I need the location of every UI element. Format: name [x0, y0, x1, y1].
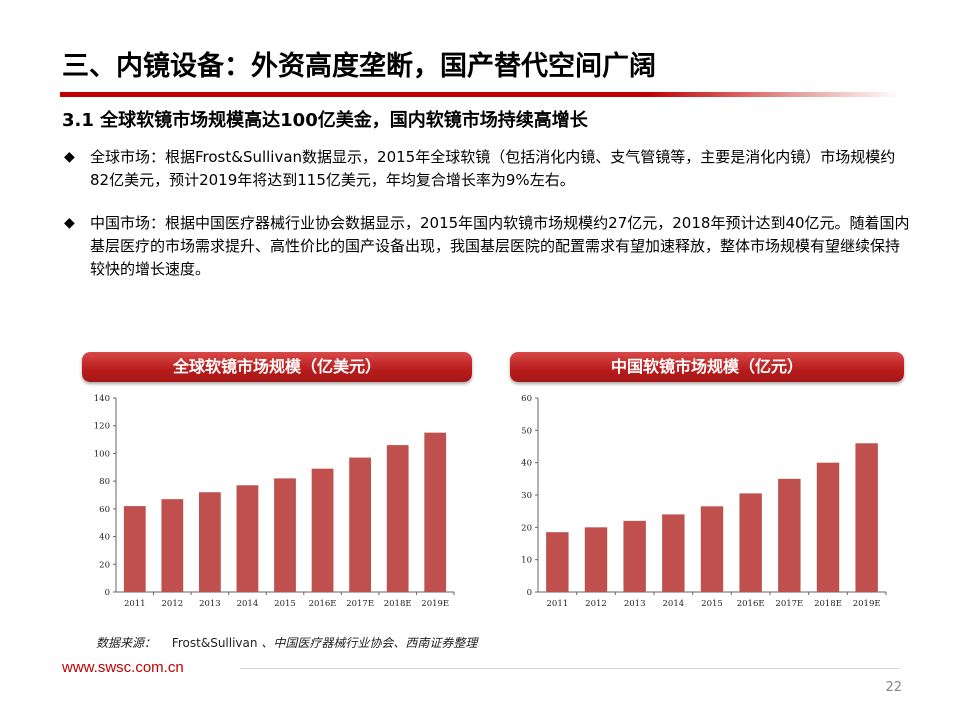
x-tick-label: 2015	[701, 599, 723, 609]
china-market-chart: 0 10 20 30 40 50 60 2011 2012 2013 2014 2015 2016E 20…	[510, 352, 904, 609]
x-tick-label: 2013	[624, 599, 646, 609]
y-tick-label: 40	[521, 459, 532, 469]
bullet-text: 中国市场：根据中国医疗器械行业协会数据显示，2015年国内软镜市场规模约27亿元…	[90, 214, 910, 278]
bar	[236, 485, 259, 592]
global-market-chart: 0 20 40 60 80 100 120 140 2011 2012 2013 2014 2015 20…	[82, 352, 472, 609]
x-tick-label: 2019E	[853, 599, 881, 609]
footer-divider	[240, 668, 900, 669]
bullet-global-market: ◆ 全球市场：根据Frost&Sullivan数据显示，2015年全球软镜（包括…	[64, 146, 914, 194]
china-chart-title: 中国软镜市场规模（亿元）	[510, 352, 904, 382]
bar	[424, 432, 447, 592]
y-tick-label: 60	[99, 505, 110, 515]
source-rest: 、中国医疗器械行业协会、西南证券整理	[261, 636, 478, 650]
y-tick-label: 80	[99, 477, 110, 487]
bar	[739, 493, 762, 592]
y-tick-label: 120	[94, 422, 110, 432]
bullet-china-market: ◆ 中国市场：根据中国医疗器械行业协会数据显示，2015年国内软镜市场规模约27…	[64, 212, 914, 284]
china-market-chart-svg: 0 10 20 30 40 50 60 2011 2012 2013 2014 2015 2016E 20…	[521, 394, 887, 609]
diamond-bullet-icon: ◆	[64, 149, 75, 165]
x-tick-label: 2014	[663, 599, 685, 609]
y-tick-label: 100	[94, 449, 110, 459]
bar	[816, 462, 840, 592]
page-title: 三、内镜设备：外资高度垄断，国产替代空间广阔	[62, 51, 656, 82]
y-tick-label: 40	[99, 533, 110, 543]
x-tick-label: 2012	[162, 599, 184, 609]
x-tick-label: 2011	[547, 599, 569, 609]
bar	[700, 506, 724, 592]
diamond-bullet-icon: ◆	[64, 215, 75, 231]
bullet-text: 全球市场：根据Frost&Sullivan数据显示，2015年全球软镜（包括消化…	[90, 148, 896, 189]
bar	[161, 499, 184, 592]
page-number: 22	[885, 680, 902, 695]
x-tick-label: 2018E	[384, 599, 412, 609]
bar	[855, 443, 878, 592]
title-divider	[60, 92, 900, 97]
global-market-chart-svg: 0 20 40 60 80 100 120 140 2011 2012 2013 2014 2015 20…	[94, 394, 455, 609]
bar	[623, 520, 646, 592]
data-source-note: 数据来源： Frost&Sullivan 、中国医疗器械行业协会、西南证券整理	[96, 634, 477, 651]
source-label: 数据来源：	[96, 636, 157, 650]
x-tick-label: 2014	[237, 599, 259, 609]
y-tick-label: 140	[94, 394, 110, 404]
x-tick-label: 2011	[124, 599, 146, 609]
y-tick-label: 30	[521, 491, 532, 501]
source-main: Frost&Sullivan	[171, 636, 258, 650]
x-tick-label: 2016E	[737, 599, 765, 609]
global-chart-title: 全球软镜市场规模（亿美元）	[82, 352, 472, 382]
y-tick-label: 20	[99, 560, 110, 570]
section-subtitle: 3.1 全球软镜市场规模高达100亿美金，国内软镜市场持续高增长	[62, 110, 588, 131]
y-tick-label: 60	[521, 394, 532, 404]
x-tick-label: 2017E	[775, 599, 803, 609]
bar	[546, 532, 569, 592]
x-tick-label: 2013	[199, 599, 221, 609]
x-tick-label: 2015	[274, 599, 296, 609]
x-tick-label: 2018E	[814, 599, 842, 609]
bar	[584, 527, 608, 592]
bar	[662, 514, 685, 592]
y-tick-label: 0	[527, 588, 532, 598]
y-tick-label: 20	[521, 523, 532, 533]
y-tick-label: 0	[105, 588, 110, 598]
bar	[311, 468, 334, 592]
bar	[349, 457, 372, 592]
footer-url: www.swsc.com.cn	[62, 659, 184, 676]
bar	[198, 492, 221, 592]
x-tick-label: 2019E	[421, 599, 449, 609]
bar	[778, 478, 801, 592]
y-tick-label: 50	[521, 426, 532, 436]
bar	[123, 506, 146, 592]
x-tick-label: 2012	[585, 599, 607, 609]
bar	[386, 445, 409, 592]
x-tick-label: 2016E	[309, 599, 337, 609]
x-tick-label: 2017E	[346, 599, 374, 609]
y-tick-label: 10	[521, 556, 532, 566]
bar	[274, 478, 296, 592]
